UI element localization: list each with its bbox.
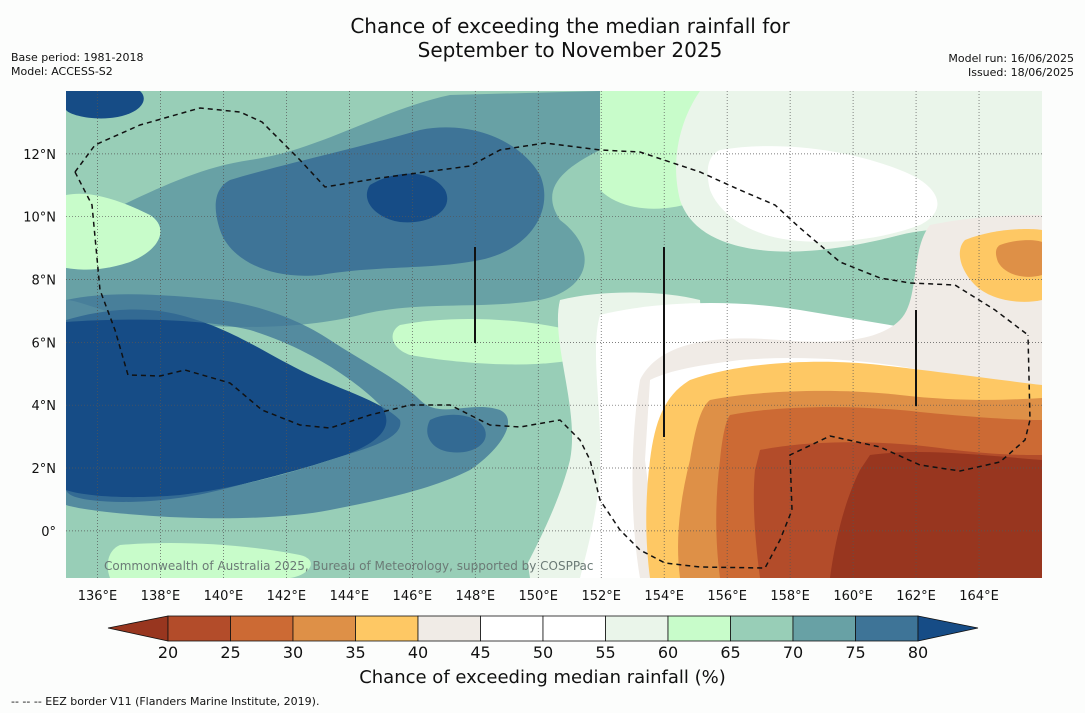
region-over-80-northwest [66, 91, 144, 119]
latitude-label: 2°N [32, 462, 57, 477]
colorbar-box [792, 615, 856, 642]
colorbar-tick-label: 20 [158, 643, 178, 662]
colorbar-box [355, 615, 419, 642]
colorbar-title: Chance of exceeding median rainfall (%) [359, 667, 726, 688]
longitude-label: 144°E [330, 589, 370, 604]
colorbar-tick-label: 45 [470, 643, 490, 662]
latitude-label: 10°N [23, 211, 56, 226]
latitude-label: 4°N [32, 399, 57, 414]
run-info: Model run: 16/06/2025 Issued: 18/06/2025 [948, 52, 1074, 80]
colorbar-tick-label: 65 [720, 643, 740, 662]
issued-date-text: Issued: 18/06/2025 [967, 66, 1074, 79]
region-60-65-west [66, 193, 161, 270]
colorbar-tick-label: 75 [845, 643, 865, 662]
latitude-label: 0° [41, 525, 56, 540]
model-info: Base period: 1981-2018 Model: ACCESS-S2 [11, 51, 143, 79]
longitude-label: 136°E [78, 589, 118, 604]
colorbar-tick-label: 30 [283, 643, 303, 662]
probability-field: Commonwealth of Australia 2025, Bureau o… [66, 91, 1042, 578]
region-over-80-north [366, 173, 448, 223]
region-60-65-central [392, 318, 589, 365]
colorbar-tick-label: 40 [408, 643, 428, 662]
colorbar-box [480, 615, 544, 642]
title-line-2: September to November 2025 [417, 38, 723, 62]
longitude-labels: 136°E 138°E 140°E 142°E 144°E 146°E 148°E 150°E… [78, 589, 999, 604]
longitude-label: 140°E [204, 589, 244, 604]
eez-border-palau-fsm-north [74, 107, 1029, 336]
region-75-80-west [66, 294, 509, 519]
model-run-text: Model run: 16/06/2025 [948, 52, 1074, 65]
longitude-label: 138°E [141, 589, 181, 604]
colorbar-tick-label: 25 [220, 643, 240, 662]
colorbar-under-arrow [107, 615, 169, 642]
longitude-label: 162°E [896, 589, 936, 604]
latitude-labels: 12°N 10°N 8°N 6°N 4°N 2°N 0° [23, 148, 56, 540]
colorbar-tick-label: 80 [908, 643, 928, 662]
longitude-label: 164°E [959, 589, 999, 604]
colorbar-tick-label: 35 [345, 643, 365, 662]
region-40-45-east [632, 215, 1042, 578]
colorbar-box [730, 615, 794, 642]
longitude-label: 146°E [393, 589, 433, 604]
colorbar-boxes [167, 615, 919, 642]
title-line-1: Chance of exceeding the median rainfall … [350, 14, 790, 38]
eez-legend-footnote: -- -- -- EEZ border V11 (Flanders Marine… [11, 695, 320, 708]
longitude-label: 154°E [644, 589, 684, 604]
colorbar-tick-label: 50 [533, 643, 553, 662]
longitude-label: 160°E [833, 589, 873, 604]
eez-border-palau-west [74, 171, 1031, 569]
region-30-35-east [995, 240, 1042, 277]
latitude-label: 12°N [23, 148, 56, 163]
eez-borders [74, 107, 1031, 569]
region-under-20-south [830, 452, 1042, 578]
colorbar-box [855, 615, 919, 642]
region-over-80-west [66, 309, 401, 502]
model-name-text: Model: ACCESS-S2 [11, 65, 113, 78]
colorbar-box [667, 615, 731, 642]
base-period-text: Base period: 1981-2018 [11, 51, 144, 64]
colorbar-box [292, 615, 356, 642]
colorbar-tick-label: 55 [595, 643, 615, 662]
colorbar-tick-label: 70 [783, 643, 803, 662]
longitude-label: 158°E [770, 589, 810, 604]
colorbar-over-arrow [917, 615, 979, 642]
latitude-label: 8°N [32, 274, 57, 289]
colorbar-box [167, 615, 231, 642]
colorbar-ticks: 20 25 30 35 40 45 50 55 60 65 70 75 80 [158, 643, 928, 662]
colorbar-box [605, 615, 669, 642]
colorbar-tick-label: 60 [658, 643, 678, 662]
longitude-label: 156°E [707, 589, 747, 604]
longitude-label: 148°E [456, 589, 496, 604]
longitude-label: 150°E [518, 589, 558, 604]
longitude-label: 152°E [581, 589, 621, 604]
latitude-label: 6°N [32, 336, 57, 351]
colorbar-box [230, 615, 294, 642]
region-60-65-southwest [107, 543, 311, 578]
graticule [66, 91, 1042, 578]
colorbar-box [542, 615, 606, 642]
region-45-55-east [707, 146, 938, 242]
credit-text: Commonwealth of Australia 2025, Bureau o… [104, 559, 594, 573]
boundary-marks [474, 247, 917, 437]
colorbar-box [417, 615, 481, 642]
longitude-label: 142°E [267, 589, 307, 604]
colorbar: 20 25 30 35 40 45 50 55 60 65 70 75 80 [107, 615, 979, 662]
map-title: Chance of exceeding the median rainfall … [0, 14, 1085, 62]
